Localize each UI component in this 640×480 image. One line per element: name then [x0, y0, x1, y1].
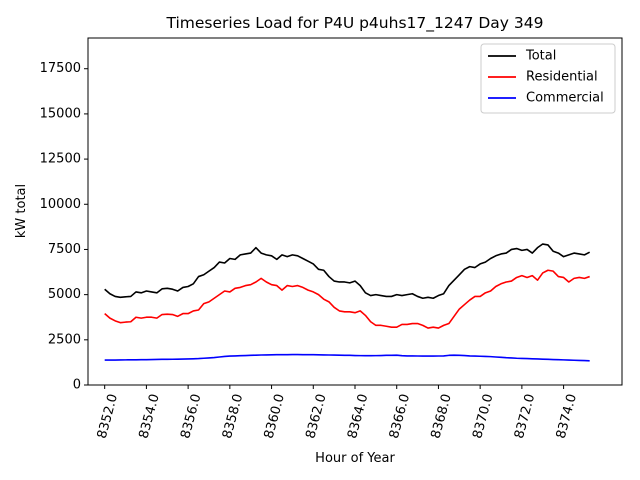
chart-title: Timeseries Load for P4U p4uhs17_1247 Day… — [166, 14, 544, 33]
series-line-total — [104, 243, 591, 300]
y-tick-label: 12500 — [40, 152, 81, 167]
y-tick-label: 17500 — [40, 61, 81, 76]
y-tick-label: 2500 — [48, 332, 81, 347]
series-layer — [104, 243, 591, 362]
legend-label-commercial: Commercial — [526, 91, 604, 106]
legend: Total Residential Commercial — [480, 43, 616, 114]
legend-label-total: Total — [525, 49, 556, 64]
series-line-residential — [104, 269, 590, 329]
y-tick-label: 0 — [73, 378, 81, 393]
legend-box — [480, 43, 616, 114]
y-tick-label: 7500 — [48, 242, 81, 257]
y-tick-label: 5000 — [48, 287, 81, 302]
x-axis-label: Hour of Year — [315, 451, 395, 466]
plot-area-frame — [87, 37, 623, 386]
legend-label-residential: Residential — [526, 70, 598, 85]
y-axis-ticks: 0 2500 5000 7500 10000 12500 15000 17500 — [40, 61, 88, 393]
y-tick-label: 15000 — [40, 106, 81, 121]
y-axis-label: kW total — [14, 184, 29, 238]
series-line-commercial — [104, 353, 590, 362]
y-tick-label: 10000 — [40, 197, 81, 212]
